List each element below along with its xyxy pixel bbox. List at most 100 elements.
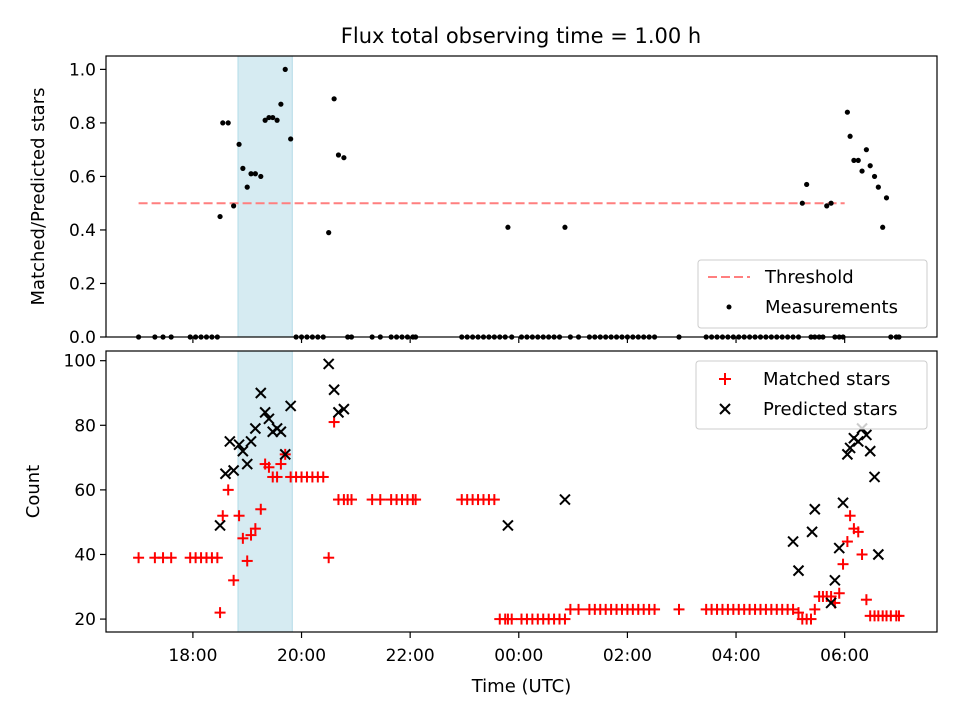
top-highlight-band bbox=[237, 55, 293, 338]
bottom-legend: Matched stars Predicted stars bbox=[695, 360, 928, 430]
matched-point bbox=[673, 603, 685, 615]
matched-point bbox=[573, 603, 585, 615]
legend-matched-swatch bbox=[719, 373, 731, 385]
bottom-axes-frame bbox=[105, 350, 938, 633]
matched-point bbox=[317, 471, 329, 483]
predicted-point bbox=[245, 435, 257, 448]
matched-point bbox=[214, 607, 226, 619]
measurement-point bbox=[262, 117, 268, 123]
x-tick-label: 18:00 bbox=[168, 646, 217, 666]
y-tick-label: 0.6 bbox=[69, 167, 96, 187]
matched-point bbox=[893, 610, 905, 622]
x-tick-label: 04:00 bbox=[712, 646, 761, 666]
predicted-point bbox=[833, 542, 845, 554]
top-legend-box bbox=[697, 259, 928, 329]
y-tick-label: 1.0 bbox=[69, 60, 96, 80]
measurement-point bbox=[236, 141, 242, 147]
top-y-axis-label: Matched/Predicted stars bbox=[28, 88, 49, 306]
measurement-point bbox=[278, 101, 284, 107]
x-tick-label: 06:00 bbox=[820, 646, 869, 666]
predicted-point bbox=[841, 448, 854, 461]
predicted-point bbox=[860, 429, 873, 441]
predicted-point bbox=[792, 564, 805, 577]
measurement-point bbox=[847, 133, 853, 139]
predicted-point bbox=[279, 448, 291, 461]
matched-point bbox=[809, 603, 821, 615]
predicted-point bbox=[284, 400, 297, 412]
measurement-point bbox=[220, 120, 226, 126]
predicted-point bbox=[263, 413, 275, 425]
bottom-y-axis-label: Count bbox=[23, 465, 44, 518]
measurement-point bbox=[880, 224, 886, 230]
predicted-stars-series bbox=[214, 358, 885, 609]
predicted-point bbox=[227, 464, 240, 477]
matched-point bbox=[844, 510, 856, 522]
predicted-point bbox=[844, 442, 856, 454]
measurement-point bbox=[231, 203, 237, 209]
predicted-point bbox=[825, 597, 837, 609]
matched-point bbox=[559, 613, 571, 625]
predicted-point bbox=[806, 526, 818, 538]
measurement-point bbox=[828, 200, 834, 206]
matched-point bbox=[793, 607, 804, 619]
x-tick-label: 22:00 bbox=[386, 646, 435, 666]
top-legend: Threshold Measurements bbox=[697, 259, 928, 329]
predicted-point bbox=[249, 422, 262, 435]
x-tick-label: 02:00 bbox=[603, 646, 652, 666]
matched-point bbox=[841, 536, 853, 548]
matched-point bbox=[222, 484, 234, 496]
measurement-point bbox=[282, 66, 288, 72]
measurement-point bbox=[244, 184, 250, 190]
matched-point bbox=[133, 552, 145, 564]
predicted-point bbox=[233, 438, 245, 451]
matched-point bbox=[241, 555, 253, 567]
bottom-x-axis-label: Time (UTC) bbox=[471, 676, 572, 697]
measurement-point bbox=[240, 165, 246, 171]
matched-point bbox=[323, 552, 335, 564]
measurement-point bbox=[562, 224, 568, 230]
predicted-point bbox=[837, 497, 849, 509]
matched-point bbox=[275, 458, 287, 470]
top-x-axis bbox=[192, 337, 846, 343]
bottom-y-axis: 20 40 60 80 100 bbox=[64, 352, 106, 630]
y-tick-label: 80 bbox=[74, 416, 96, 436]
measurement-point bbox=[335, 152, 342, 158]
top-panel: 0.0 0.2 0.4 0.6 0.8 1.0 Matched/Predicted sta… bbox=[28, 55, 938, 348]
matched-point bbox=[233, 510, 245, 522]
chart-title: Flux total observing time = 1.00 h bbox=[341, 24, 701, 48]
measurement-point bbox=[217, 213, 223, 220]
predicted-point bbox=[241, 458, 253, 470]
matched-point bbox=[825, 590, 837, 602]
y-tick-label: 60 bbox=[74, 481, 96, 501]
matched-point bbox=[345, 494, 357, 506]
measurement-point bbox=[863, 147, 869, 153]
legend-matched-label: Matched stars bbox=[763, 369, 890, 390]
matched-point bbox=[649, 603, 661, 615]
predicted-point bbox=[322, 358, 335, 370]
predicted-point bbox=[809, 503, 821, 515]
matched-point bbox=[374, 494, 386, 506]
matched-point bbox=[856, 548, 868, 560]
matched-point bbox=[837, 558, 849, 570]
measurement-point bbox=[799, 200, 805, 206]
predicted-point bbox=[829, 574, 841, 587]
matched-point bbox=[852, 526, 864, 538]
legend-measurements-swatch bbox=[726, 304, 732, 310]
matched-point bbox=[217, 510, 229, 522]
measurement-point bbox=[883, 195, 890, 201]
predicted-point bbox=[852, 435, 864, 448]
predicted-point bbox=[275, 426, 287, 438]
measurement-point bbox=[266, 114, 272, 121]
predicted-point bbox=[219, 468, 232, 480]
y-tick-label: 40 bbox=[74, 545, 96, 565]
bottom-panel: 20 40 60 80 100 18:00 20:00 22:00 00:00 02:00 04:… bbox=[23, 350, 938, 697]
bottom-highlight-band bbox=[237, 350, 293, 633]
measurement-point bbox=[867, 163, 873, 169]
predicted-point bbox=[864, 445, 876, 457]
predicted-point bbox=[328, 384, 340, 396]
matched-point bbox=[249, 523, 261, 535]
matched-point bbox=[488, 494, 500, 506]
legend-predicted-label: Predicted stars bbox=[763, 399, 897, 420]
measurement-point bbox=[331, 96, 337, 102]
